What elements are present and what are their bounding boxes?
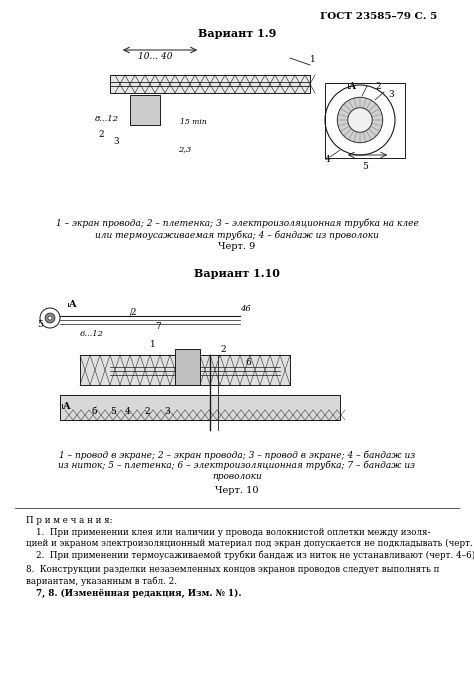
Circle shape: [48, 316, 52, 320]
Bar: [130, 95, 160, 125]
Text: 1 – провод в экране; 2 – экран провода; 3 – провод в экране; 4 – бандаж из: 1 – провод в экране; 2 – экран провода; …: [59, 450, 415, 459]
Text: 15 min: 15 min: [180, 118, 207, 126]
Text: 1 – экран провода; 2 – плетенка; 3 – электроизоляционная трубка на клее: 1 – экран провода; 2 – плетенка; 3 – эле…: [55, 218, 419, 228]
Text: ГОСТ 23585–79 С. 5: ГОСТ 23585–79 С. 5: [320, 12, 437, 21]
Text: A: A: [68, 300, 76, 309]
Text: 8.  Конструкции разделки незаземленных концов экранов проводов следует выполнять: 8. Конструкции разделки незаземленных ко…: [26, 565, 439, 574]
Text: 2: 2: [220, 345, 226, 354]
Text: 1: 1: [150, 340, 156, 349]
Text: б: б: [92, 407, 98, 416]
Text: 3: 3: [164, 407, 170, 416]
Text: 6...12: 6...12: [80, 330, 104, 338]
Text: 3: 3: [388, 90, 393, 99]
Text: 1.  При применении клея или наличии у провода волокнистой оплетки между изоля-: 1. При применении клея или наличии у про…: [36, 528, 430, 537]
Text: 4б: 4б: [240, 305, 250, 313]
Text: A: A: [348, 82, 355, 91]
Text: из ниток; 5 – плетенка; 6 – электроизоляционная трубка; 7 – бандаж из: из ниток; 5 – плетенка; 6 – электроизоля…: [58, 461, 416, 471]
Text: 5: 5: [362, 162, 368, 171]
Text: Черт. 10: Черт. 10: [215, 486, 259, 495]
Text: 2: 2: [130, 308, 136, 317]
Text: A: A: [62, 402, 70, 411]
Text: 4: 4: [325, 155, 331, 164]
Text: 5: 5: [37, 320, 43, 329]
Circle shape: [348, 108, 372, 132]
Text: 10... 40: 10... 40: [138, 52, 172, 61]
Text: Вариант 1.9: Вариант 1.9: [198, 28, 276, 39]
Circle shape: [337, 98, 383, 143]
Text: цией и экраном электроизоляционный материал под экран допускается не подкладыват: цией и экраном электроизоляционный матер…: [26, 539, 474, 548]
Text: 2.  При применении термоусаживаемой трубки бандаж из ниток не устанавливают (чер: 2. При применении термоусаживаемой трубк…: [36, 551, 474, 561]
Text: 2: 2: [144, 407, 150, 416]
Text: проволоки: проволоки: [212, 472, 262, 481]
Text: 4: 4: [125, 407, 131, 416]
Circle shape: [45, 313, 55, 323]
Text: 6: 6: [245, 358, 251, 367]
Text: 7, 8. (Изменённая редакция, Изм. № 1).: 7, 8. (Изменённая редакция, Изм. № 1).: [36, 589, 241, 598]
Bar: [325, 83, 405, 158]
Text: П р и м е ч а н и я:: П р и м е ч а н и я:: [26, 516, 113, 525]
Bar: [60, 395, 340, 420]
Text: 2: 2: [98, 130, 104, 139]
Text: A: A: [140, 102, 147, 111]
Text: 8...12: 8...12: [95, 115, 119, 123]
Bar: [110, 75, 310, 93]
Text: 5: 5: [110, 407, 116, 416]
Text: 1: 1: [310, 55, 316, 64]
Bar: [175, 349, 200, 385]
Text: или термоусаживаемая трубка; 4 – бандаж из проволоки: или термоусаживаемая трубка; 4 – бандаж …: [95, 230, 379, 239]
Text: 2,3: 2,3: [178, 145, 191, 153]
Text: 3: 3: [113, 137, 118, 146]
Text: 2: 2: [375, 82, 381, 91]
Text: Вариант 1.10: Вариант 1.10: [194, 268, 280, 279]
Text: Черт. 9: Черт. 9: [219, 242, 255, 251]
Bar: [80, 355, 290, 385]
Text: 7: 7: [155, 322, 161, 331]
Text: вариантам, указанным в табл. 2.: вариантам, указанным в табл. 2.: [26, 576, 177, 585]
